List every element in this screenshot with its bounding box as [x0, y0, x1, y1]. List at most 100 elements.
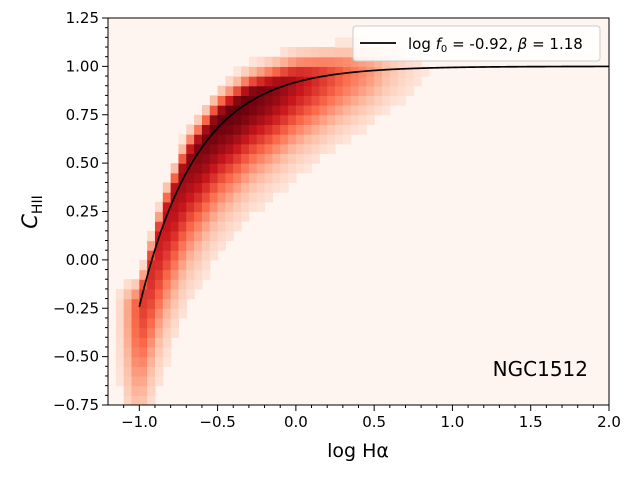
heatmap-cell: [147, 230, 156, 242]
heatmap-cell: [178, 211, 187, 222]
heatmap-cell: [162, 298, 172, 309]
heatmap-cell: [178, 192, 187, 203]
heatmap-cell: [178, 182, 187, 193]
heatmap-cell: [139, 375, 148, 387]
heatmap-cell: [170, 230, 180, 242]
legend-label-f: f: [436, 35, 444, 53]
heatmap-cell: [139, 337, 148, 348]
heatmap-cell: [194, 134, 203, 145]
heatmap-cell: [280, 56, 289, 67]
heatmap-cell: [342, 114, 352, 126]
heatmap-cell: [186, 279, 195, 290]
heatmap-cell: [194, 182, 203, 193]
heatmap-cell: [170, 182, 180, 193]
heatmap-cell: [350, 76, 360, 87]
heatmap-cell: [248, 153, 258, 164]
heatmap-cell: [209, 153, 219, 164]
heatmap-cell: [280, 66, 289, 77]
heatmap-cell: [303, 153, 313, 164]
heatmap-cell: [374, 56, 383, 67]
heatmap-cell: [178, 134, 187, 145]
heatmap-cell: [241, 66, 250, 77]
heatmap-cell: [186, 240, 195, 251]
heatmap-cell: [194, 201, 203, 213]
heatmap-cell: [201, 230, 211, 242]
heatmap-cell: [178, 230, 187, 242]
heatmap-cell: [209, 182, 219, 193]
heatmap-cell: [335, 37, 344, 48]
heatmap-cell: [209, 172, 219, 184]
legend-label-suffix: = -0.92,: [447, 35, 517, 53]
heatmap-cell: [225, 182, 234, 193]
heatmap-cell: [350, 56, 360, 67]
heatmap-cell: [201, 259, 211, 271]
heatmap-cell: [217, 114, 227, 126]
heatmap-cell: [115, 288, 125, 300]
heatmap-cell: [233, 114, 242, 126]
heatmap-cell: [147, 308, 156, 319]
heatmap-cell: [123, 375, 133, 387]
heatmap-cell: [342, 56, 352, 67]
heatmap-cell: [303, 56, 313, 67]
heatmap-cell: [335, 124, 344, 135]
heatmap-cell: [139, 288, 148, 300]
x-tick-label: 0.0: [284, 413, 308, 431]
heatmap-cell: [288, 134, 297, 145]
heatmap-cell: [162, 192, 172, 203]
heatmap-cell: [186, 124, 195, 135]
heatmap-cell: [288, 95, 297, 106]
heatmap-cell: [264, 95, 273, 106]
heatmap-cell: [319, 56, 328, 67]
heatmap-cell: [342, 37, 352, 48]
heatmap-cell: [162, 327, 172, 338]
heatmap-cell: [264, 153, 273, 164]
heatmap-cell: [342, 95, 352, 106]
heatmap-cell: [170, 240, 180, 251]
heatmap-cell: [241, 153, 250, 164]
heatmap-cell: [194, 124, 203, 135]
heatmap-cell: [288, 172, 297, 184]
heatmap-cell: [295, 56, 305, 67]
heatmap-cell: [248, 105, 258, 116]
heatmap-cell: [350, 105, 360, 116]
legend: log f0 = -0.92, β = 1.18: [352, 25, 601, 62]
heatmap-cell: [123, 385, 133, 396]
heatmap-cell: [178, 298, 187, 309]
heatmap-cell: [194, 192, 203, 203]
heatmap-cell: [209, 211, 219, 222]
y-tick-label: 1.00: [66, 57, 99, 75]
heatmap-cell: [123, 308, 133, 319]
heatmap-cell: [147, 375, 156, 387]
x-tick-label: 0.5: [362, 413, 386, 431]
heatmap-cell: [264, 66, 273, 77]
galaxy-annotation: NGC1512: [493, 357, 588, 381]
heatmap-cell: [233, 85, 242, 96]
heatmap-cell: [397, 66, 407, 77]
heatmap-cell: [115, 375, 125, 387]
heatmap-cell: [209, 105, 219, 116]
heatmap-cell: [233, 221, 242, 232]
heatmap-cell: [327, 76, 336, 87]
heatmap-cell: [209, 192, 219, 203]
heatmap-cell: [162, 259, 172, 271]
heatmap-cell: [194, 153, 203, 164]
heatmap-cell: [280, 153, 289, 164]
heatmap-cell: [131, 298, 140, 309]
heatmap-cell: [248, 114, 258, 126]
heatmap-cell: [194, 269, 203, 280]
heatmap-cell: [248, 192, 258, 203]
heatmap-cell: [217, 221, 227, 232]
heatmap-cell: [139, 346, 148, 358]
heatmap-cell: [170, 317, 180, 329]
heatmap-cell: [241, 182, 250, 193]
heatmap-cell: [209, 221, 219, 232]
heatmap-cell: [186, 221, 195, 232]
heatmap-cell: [272, 66, 281, 77]
heatmap-cell: [256, 85, 266, 96]
heatmap-cell: [311, 153, 320, 164]
heatmap-cell: [201, 221, 211, 232]
heatmap-cell: [123, 395, 133, 405]
heatmap-cell: [295, 105, 305, 116]
heatmap-cell: [131, 317, 140, 329]
heatmap-cell: [256, 172, 266, 184]
